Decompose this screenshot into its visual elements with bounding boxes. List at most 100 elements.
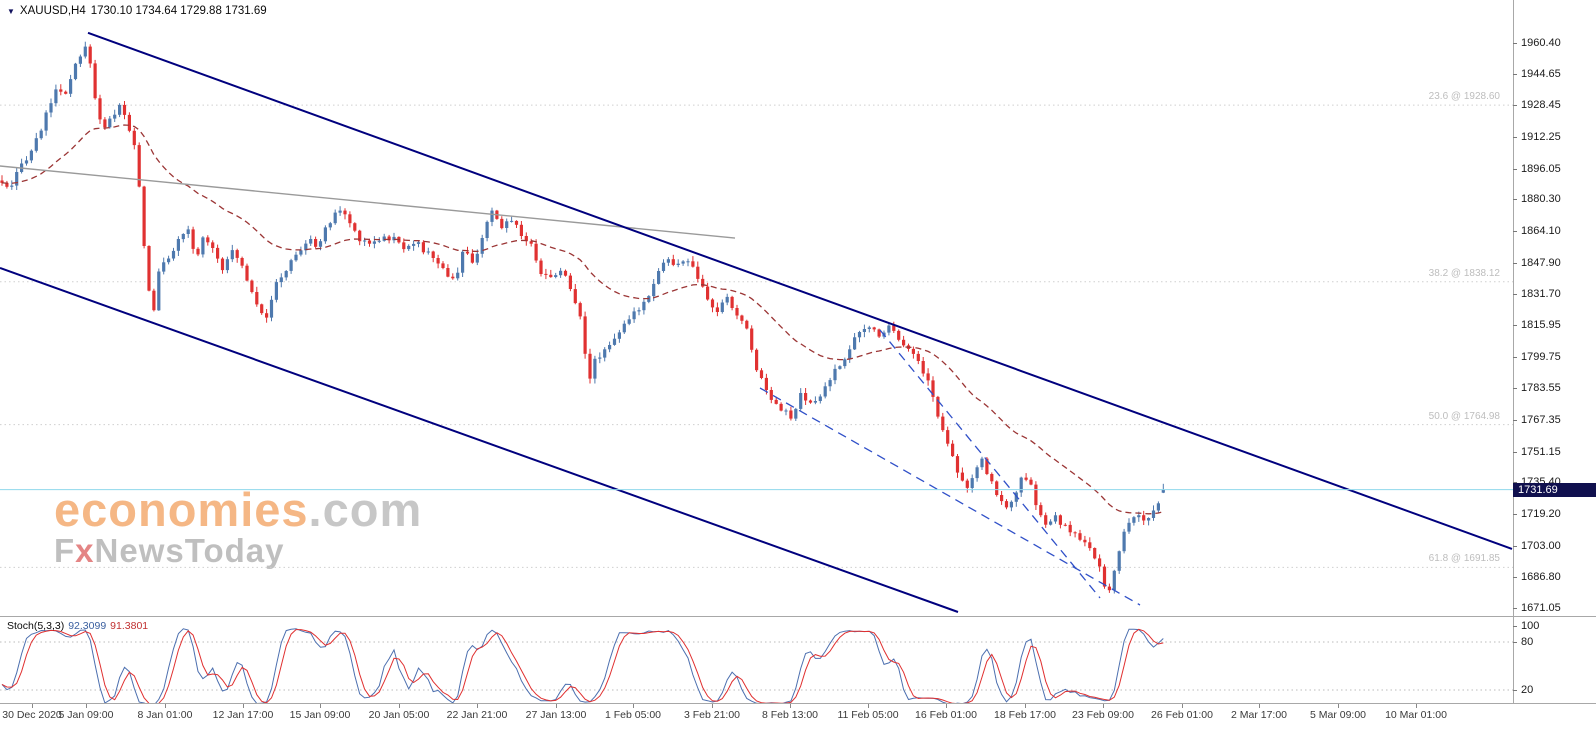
chart-dropdown-marker-icon: ▼ (7, 6, 15, 16)
time-axis-label: 3 Feb 21:00 (683, 709, 741, 721)
price-axis-label: 1960.40 (1521, 37, 1561, 49)
symbol-name: XAUUSD,H4 (19, 5, 86, 17)
ohlc-values: 1730.10 1734.64 1729.88 1731.69 (90, 5, 267, 17)
watermark-line2: FxNewsToday (54, 534, 422, 568)
descending-channel-lines (0, 31, 1513, 613)
price-axis-label: 1944.65 (1521, 67, 1561, 80)
time-axis-tickmark (1416, 704, 1417, 708)
stoch-main-value: 92.3099 (68, 620, 107, 632)
price-axis-tickmark (1513, 73, 1517, 75)
time-axis-label: 5 Mar 09:00 (1309, 709, 1367, 721)
time-axis-tickmark (633, 704, 634, 708)
stoch-signal-line (1, 628, 1164, 703)
stoch-indicator-label: Stoch(5,3,3) 92.3099 91.3801 (7, 620, 148, 632)
fib-level-label: 23.6 @ 1928.60 (1428, 91, 1500, 103)
fib-level-label: 38.2 @ 1838.12 (1428, 267, 1500, 279)
time-axis-tickmark (712, 704, 713, 708)
time-axis[interactable]: 30 Dec 2020 5 Jan 09:00 8 Jan 01:00 12 Jan … (0, 704, 1513, 743)
watermark: economies.com FxNewsToday (54, 486, 422, 568)
stoch-axis-tickmark (1513, 626, 1517, 627)
time-axis-label: 11 Feb 05:00 (837, 709, 899, 721)
falling-wedge-lines (759, 329, 1141, 606)
fib-level-label: 61.8 @ 1691.85 (1428, 553, 1500, 565)
time-axis-tickmark (1259, 704, 1260, 708)
price-axis-tickmark (1513, 388, 1517, 390)
candlestick-series (0, 41, 1165, 594)
price-axis-label: 1719.20 (1521, 507, 1561, 520)
price-axis-label: 1703.00 (1521, 539, 1561, 552)
time-axis-tickmark (946, 704, 947, 708)
price-axis-tickmark (1513, 545, 1517, 547)
price-axis[interactable]: 1960.40 1944.65 1928.45 1912.25 1896.05 1880.… (1513, 0, 1596, 743)
stoch-axis-label: 100 (1521, 620, 1540, 632)
time-axis-label: 22 Jan 21:00 (446, 709, 508, 721)
price-axis-tickmark (1513, 137, 1517, 139)
price-axis-label: 1928.45 (1521, 99, 1561, 112)
time-axis-tickmark (86, 704, 87, 708)
price-axis-label: 1783.55 (1521, 382, 1561, 395)
time-axis-tickmark (556, 704, 557, 708)
price-axis-label: 1847.90 (1521, 256, 1561, 269)
time-axis-label: 8 Feb 13:00 (761, 709, 819, 721)
time-axis-tickmark (1025, 704, 1026, 708)
price-axis-tickmark (1513, 608, 1517, 609)
symbol-ohlc-readout: ▼ XAUUSD,H4 1730.10 1734.64 1729.88 1731… (7, 5, 267, 17)
price-axis-tickmark (1513, 356, 1517, 358)
price-axis-label: 1896.05 (1521, 162, 1561, 175)
watermark-brand: economies (54, 483, 309, 536)
price-axis-tickmark (1513, 231, 1517, 233)
watermark-tag-f: F (54, 531, 76, 569)
time-axis-tickmark (32, 704, 33, 708)
price-axis-tickmark (1513, 262, 1517, 264)
time-axis-label: 26 Feb 01:00 (1151, 709, 1213, 721)
stoch-axis-label: 20 (1521, 684, 1534, 696)
watermark-tag-rest: NewsToday (94, 531, 285, 569)
time-axis-label: 5 Jan 09:00 (58, 709, 114, 721)
price-axis-tickmark (1513, 43, 1517, 44)
time-axis-tickmark (1103, 704, 1104, 708)
time-axis-tickmark (477, 704, 478, 708)
price-axis-label: 1880.30 (1521, 193, 1561, 206)
price-axis-tickmark (1513, 419, 1517, 421)
price-axis-label: 1799.75 (1521, 350, 1561, 363)
price-axis-label: 1912.25 (1521, 131, 1561, 144)
time-axis-tickmark (1338, 704, 1339, 708)
stoch-axis-tickmark (1513, 690, 1517, 691)
time-axis-label: 12 Jan 17:00 (212, 709, 274, 721)
fib-level-label: 50.0 @ 1764.98 (1428, 410, 1500, 422)
price-axis-tickmark (1513, 325, 1517, 327)
price-axis-tickmark (1513, 199, 1517, 201)
price-axis-label: 1815.95 (1521, 319, 1561, 332)
stoch-signal-value: 91.3801 (110, 620, 149, 632)
watermark-tag-x: x (75, 531, 95, 569)
time-axis-label: 16 Feb 01:00 (915, 709, 977, 721)
time-axis-tickmark (790, 704, 791, 708)
time-axis-label: 8 Jan 01:00 (137, 709, 193, 721)
time-axis-tickmark (320, 704, 321, 708)
price-axis-label: 1767.35 (1521, 413, 1561, 426)
stoch-axis-tickmark (1513, 642, 1517, 643)
time-axis-label: 15 Jan 09:00 (289, 709, 351, 721)
stoch-level-lines (0, 641, 1513, 691)
price-axis-tickmark (1513, 105, 1517, 107)
watermark-line1: economies.com (54, 486, 422, 534)
watermark-brand-suffix: .com (308, 483, 423, 536)
time-axis-tickmark (165, 704, 166, 708)
time-axis-label: 30 Dec 2020 (2, 709, 62, 721)
price-axis-tickmark (1513, 513, 1517, 515)
price-axis-tickmark (1513, 451, 1517, 453)
price-axis-label: 1831.70 (1521, 288, 1561, 301)
time-axis-label: 20 Jan 05:00 (368, 709, 430, 721)
time-axis-tickmark (243, 704, 244, 708)
price-axis-label: 1671.05 (1521, 602, 1561, 614)
price-axis-tickmark (1513, 577, 1517, 579)
price-axis-label: 1751.15 (1521, 445, 1561, 458)
moving-average-line (1, 124, 1164, 515)
trendline-gray (0, 165, 736, 239)
time-axis-label: 2 Mar 17:00 (1230, 709, 1288, 721)
stoch-axis-label: 80 (1521, 636, 1534, 648)
price-axis-tickmark (1513, 168, 1517, 170)
time-axis-label: 1 Feb 05:00 (604, 709, 662, 721)
